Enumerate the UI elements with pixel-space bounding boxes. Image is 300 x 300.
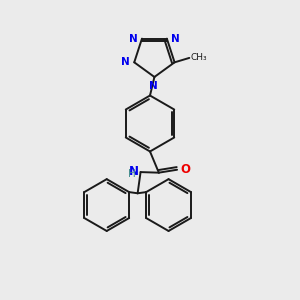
Text: CH₃: CH₃ bbox=[191, 53, 207, 62]
Text: N: N bbox=[129, 165, 139, 178]
Text: N: N bbox=[129, 34, 138, 44]
Text: N: N bbox=[171, 34, 180, 44]
Text: O: O bbox=[181, 163, 190, 176]
Text: N: N bbox=[122, 57, 130, 67]
Text: H: H bbox=[128, 169, 136, 179]
Text: N: N bbox=[149, 81, 158, 91]
